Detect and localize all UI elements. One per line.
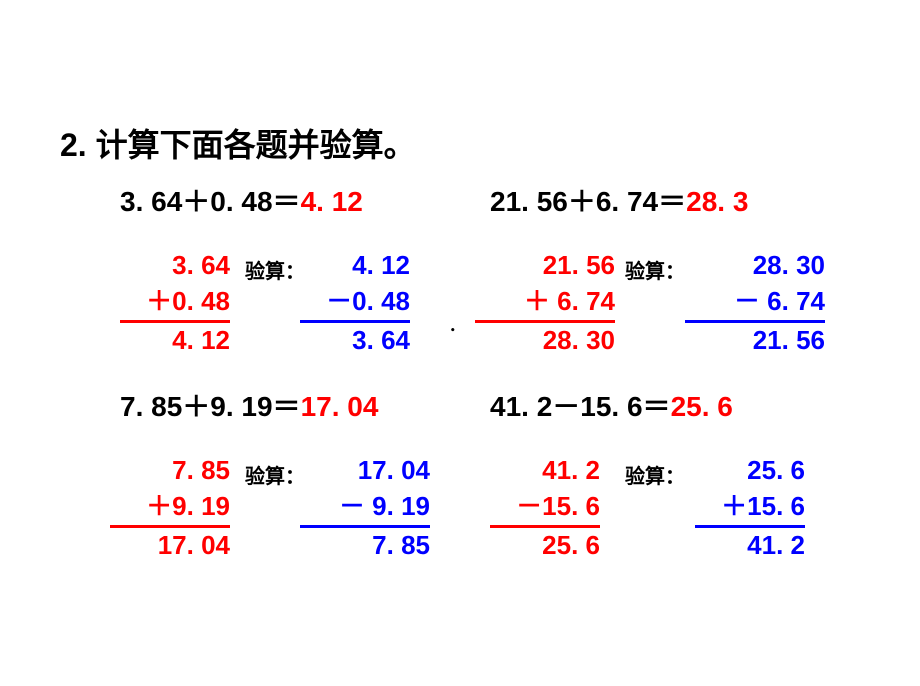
problem-4: 41. 2－15. 6＝25. 6 (490, 385, 733, 425)
calc-1-l1: 3. 64 (120, 250, 230, 281)
calc-1: 3. 64 ＋0. 48 4. 12 (120, 250, 230, 356)
verify-4-rule (695, 525, 805, 528)
verify-4: 25. 6 ＋15. 6 41. 2 (695, 455, 805, 561)
question-title: 2. 计算下面各题并验算。 (60, 120, 416, 166)
verify-4-l2: ＋15. 6 (695, 486, 805, 523)
calc-2-l3: 28. 30 (475, 325, 615, 356)
calc-3: 7. 85 ＋9. 19 17. 04 (110, 455, 230, 561)
verify-2-rule (685, 320, 825, 323)
verify-label-1: 验算： (245, 255, 305, 284)
calc-3-l1: 7. 85 (110, 455, 230, 486)
verify-3-l2: － 9. 19 (300, 486, 430, 523)
center-dot: ． (448, 308, 468, 337)
verify-3-l1: 17. 04 (300, 455, 430, 486)
calc-1-l3: 4. 12 (120, 325, 230, 356)
calc-4-l3: 25. 6 (490, 530, 600, 561)
verify-3: 17. 04 － 9. 19 7. 85 (300, 455, 430, 561)
calc-1-rule (120, 320, 230, 323)
calc-4-rule (490, 525, 600, 528)
verify-2-l2: － 6. 74 (685, 281, 825, 318)
verify-label-4: 验算： (625, 460, 685, 489)
expr-1: 3. 64＋0. 48＝ (120, 186, 301, 217)
verify-2-l1: 28. 30 (685, 250, 825, 281)
calc-4: 41. 2 －15. 6 25. 6 (490, 455, 600, 561)
calc-3-rule (110, 525, 230, 528)
answer-1: 4. 12 (301, 186, 363, 217)
expr-4: 41. 2－15. 6＝ (490, 391, 671, 422)
calc-4-l2: －15. 6 (490, 486, 600, 523)
verify-3-rule (300, 525, 430, 528)
verify-1-l1: 4. 12 (300, 250, 410, 281)
verify-4-l1: 25. 6 (695, 455, 805, 486)
calc-2-l1: 21. 56 (475, 250, 615, 281)
verify-1: 4. 12 －0. 48 3. 64 (300, 250, 410, 356)
calc-2-l2: ＋ 6. 74 (475, 281, 615, 318)
answer-2: 28. 3 (686, 186, 748, 217)
problem-2: 21. 56＋6. 74＝28. 3 (490, 180, 748, 220)
verify-2: 28. 30 － 6. 74 21. 56 (685, 250, 825, 356)
verify-label-2: 验算： (625, 255, 685, 284)
verify-1-l3: 3. 64 (300, 325, 410, 356)
calc-3-l2: ＋9. 19 (110, 486, 230, 523)
calc-2-rule (475, 320, 615, 323)
calc-2: 21. 56 ＋ 6. 74 28. 30 (475, 250, 615, 356)
problem-1: 3. 64＋0. 48＝4. 12 (120, 180, 363, 220)
calc-4-l1: 41. 2 (490, 455, 600, 486)
expr-3: 7. 85＋9. 19＝ (120, 391, 301, 422)
verify-2-l3: 21. 56 (685, 325, 825, 356)
answer-4: 25. 6 (671, 391, 733, 422)
answer-3: 17. 04 (301, 391, 379, 422)
verify-label-3: 验算： (245, 460, 305, 489)
calc-1-l2: ＋0. 48 (120, 281, 230, 318)
verify-3-l3: 7. 85 (300, 530, 430, 561)
problem-3: 7. 85＋9. 19＝17. 04 (120, 385, 378, 425)
verify-1-rule (300, 320, 410, 323)
verify-1-l2: －0. 48 (300, 281, 410, 318)
expr-2: 21. 56＋6. 74＝ (490, 186, 686, 217)
verify-4-l3: 41. 2 (695, 530, 805, 561)
calc-3-l3: 17. 04 (110, 530, 230, 561)
